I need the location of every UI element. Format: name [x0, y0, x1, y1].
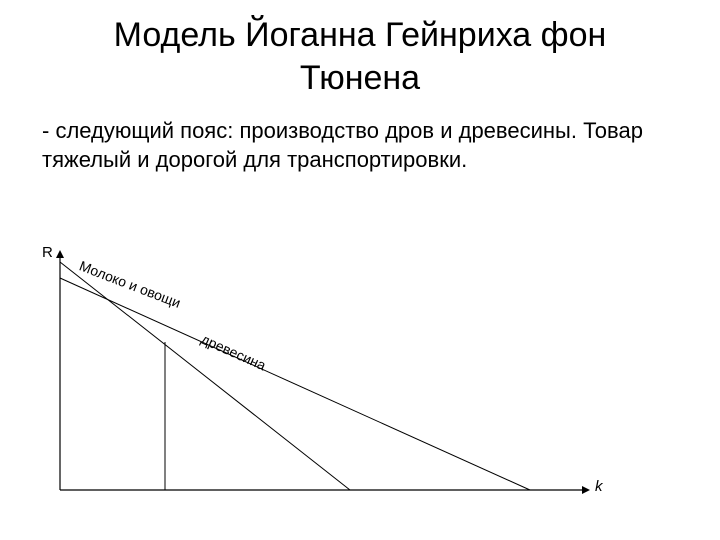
slide-title: Модель Йоганна Гейнриха фон Тюнена [0, 0, 720, 109]
thunen-chart: R k Молоко и овощи древесина [50, 250, 610, 520]
y-axis-label: R [42, 244, 53, 261]
slide-body: - следующий пояс: производство дров и др… [0, 109, 720, 174]
x-axis-label: k [595, 478, 603, 495]
